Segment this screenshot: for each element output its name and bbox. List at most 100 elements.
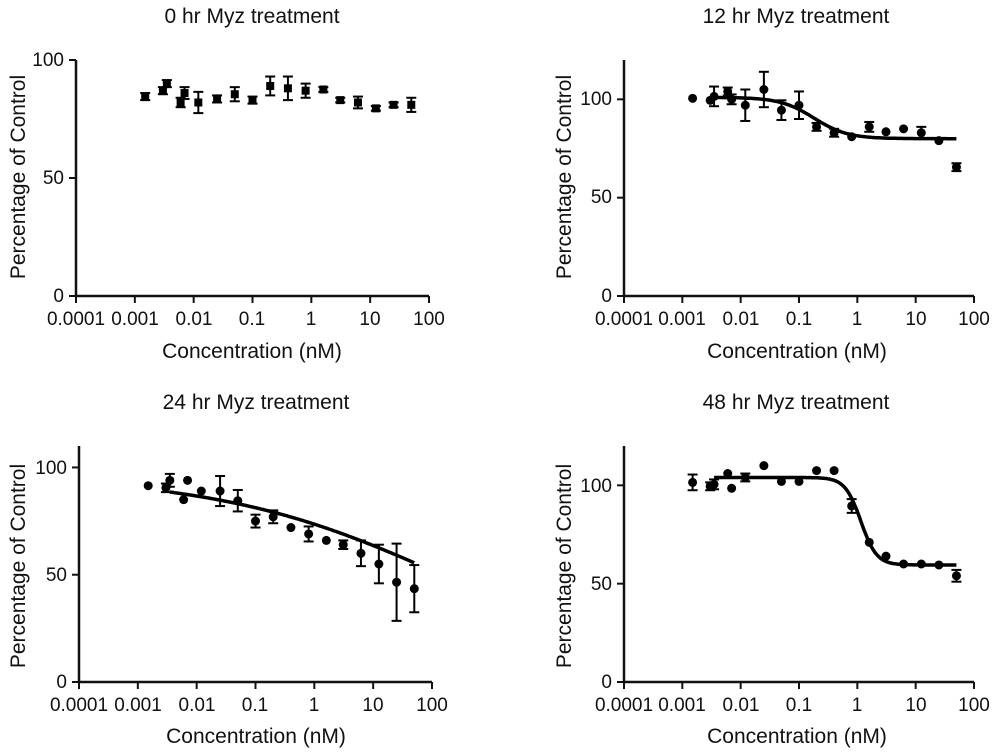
data-point bbox=[881, 127, 891, 137]
data-point bbox=[230, 90, 239, 99]
data-point bbox=[794, 476, 804, 486]
data-point bbox=[776, 476, 786, 486]
x-axis-label: Concentration (nM) bbox=[707, 340, 887, 363]
data-point bbox=[899, 559, 909, 569]
x-tick-label: 0.1 bbox=[786, 695, 812, 716]
data-point bbox=[353, 98, 362, 107]
x-tick-label: 10 bbox=[905, 309, 926, 330]
data-point bbox=[213, 94, 222, 103]
data-point bbox=[776, 105, 786, 115]
x-tick-label: 0.1 bbox=[786, 309, 812, 330]
data-point bbox=[251, 516, 260, 526]
panel-0hr: 0 hr Myz treatment Percentage of Control… bbox=[7, 5, 445, 363]
plot-marks bbox=[617, 461, 975, 689]
y-tick-label: 0 bbox=[56, 672, 67, 693]
y-axis-label: Percentage of Control bbox=[553, 75, 576, 279]
data-point bbox=[723, 86, 733, 96]
data-point bbox=[881, 551, 891, 561]
data-point bbox=[916, 559, 926, 569]
data-point bbox=[266, 81, 275, 90]
x-tick-label: 0.01 bbox=[179, 695, 216, 716]
data-point bbox=[161, 483, 171, 493]
data-point bbox=[864, 537, 874, 547]
x-tick-label: 100 bbox=[958, 309, 990, 330]
x-tick-label: 0.001 bbox=[114, 695, 162, 716]
x-tick-label: 100 bbox=[958, 695, 990, 716]
data-point bbox=[301, 86, 310, 95]
y-tick-label: 100 bbox=[35, 458, 67, 479]
data-point bbox=[409, 584, 419, 594]
x-tick-label: 0.1 bbox=[242, 695, 268, 716]
data-point bbox=[951, 571, 961, 581]
data-point bbox=[705, 481, 715, 491]
data-point bbox=[286, 523, 296, 533]
x-tick-label: 0.01 bbox=[176, 309, 213, 330]
data-point bbox=[304, 529, 314, 539]
y-tick-label: 50 bbox=[46, 565, 67, 586]
x-tick-label: 0.0001 bbox=[47, 309, 105, 330]
data-point bbox=[283, 84, 292, 93]
data-point bbox=[847, 132, 857, 142]
panel-title: 0 hr Myz treatment bbox=[164, 5, 339, 28]
panel-title: 48 hr Myz treatment bbox=[703, 391, 890, 414]
data-point bbox=[407, 100, 416, 109]
x-tick-label: 0.001 bbox=[658, 309, 706, 330]
data-point bbox=[176, 98, 185, 107]
data-point bbox=[759, 461, 769, 471]
data-point bbox=[740, 472, 750, 482]
data-point bbox=[392, 577, 402, 587]
data-point bbox=[389, 100, 398, 109]
panel-48hr: 48 hr Myz treatment Percentage of Contro… bbox=[553, 391, 990, 748]
x-tick-label: 0.0001 bbox=[595, 695, 653, 716]
x-tick-label: 10 bbox=[359, 309, 380, 330]
data-point bbox=[336, 96, 345, 105]
x-tick-label: 0.0001 bbox=[50, 695, 108, 716]
x-tick-label: 10 bbox=[362, 695, 383, 716]
x-tick-label: 10 bbox=[905, 695, 926, 716]
data-point bbox=[356, 548, 366, 558]
x-axis-label: Concentration (nM) bbox=[707, 725, 887, 748]
panel-title: 24 hr Myz treatment bbox=[163, 391, 350, 414]
x-tick-label: 0.01 bbox=[723, 309, 760, 330]
data-point bbox=[321, 535, 331, 545]
fit-curve bbox=[713, 475, 957, 567]
data-point bbox=[183, 475, 193, 485]
y-axis-label: Percentage of Control bbox=[7, 75, 30, 279]
y-tick-label: 100 bbox=[32, 50, 64, 71]
data-point bbox=[916, 128, 926, 138]
y-tick-label: 50 bbox=[591, 187, 612, 208]
data-point bbox=[812, 466, 822, 476]
x-tick-label: 0.0001 bbox=[595, 309, 653, 330]
y-tick-label: 50 bbox=[43, 168, 64, 189]
data-point bbox=[141, 92, 150, 101]
data-point bbox=[934, 136, 944, 146]
data-point bbox=[688, 93, 698, 103]
data-point bbox=[829, 128, 839, 138]
data-point bbox=[740, 100, 750, 110]
y-tick-label: 100 bbox=[580, 89, 612, 110]
data-point bbox=[727, 483, 737, 493]
data-point bbox=[194, 98, 203, 107]
x-tick-label: 0.001 bbox=[658, 695, 706, 716]
x-tick-label: 1 bbox=[852, 695, 863, 716]
x-tick-label: 1 bbox=[309, 695, 320, 716]
plot-marks bbox=[72, 466, 433, 689]
data-point bbox=[233, 496, 243, 506]
data-point bbox=[829, 466, 839, 476]
plot-marks bbox=[617, 70, 975, 303]
data-point bbox=[180, 89, 189, 98]
data-point bbox=[158, 86, 167, 95]
data-point bbox=[374, 559, 384, 569]
y-tick-label: 100 bbox=[580, 476, 612, 497]
data-point bbox=[371, 104, 380, 113]
data-point bbox=[162, 79, 171, 88]
data-point bbox=[847, 501, 857, 511]
data-point bbox=[268, 512, 278, 522]
data-point bbox=[812, 122, 822, 132]
data-point bbox=[899, 124, 909, 134]
panel-12hr: 12 hr Myz treatment Percentage of Contro… bbox=[553, 5, 990, 363]
data-point bbox=[688, 477, 698, 487]
data-point bbox=[179, 495, 189, 505]
x-tick-label: 100 bbox=[413, 309, 445, 330]
